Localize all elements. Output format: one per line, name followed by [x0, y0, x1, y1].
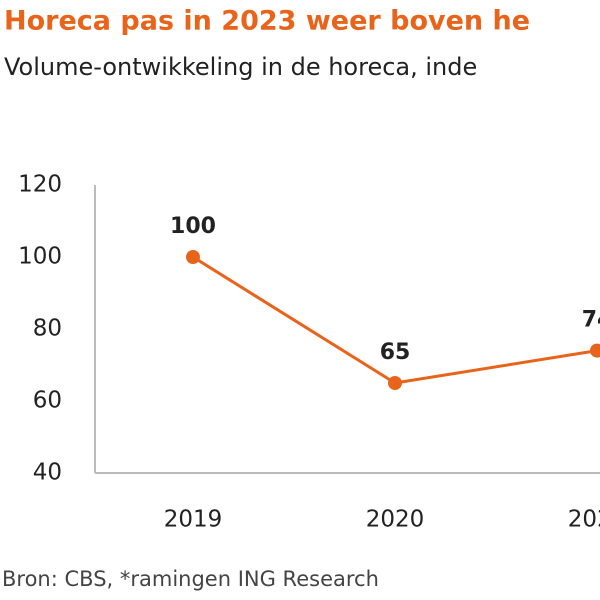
y-tick-label: 80 [33, 316, 62, 342]
y-tick-label: 60 [33, 388, 62, 414]
y-tick-label: 100 [18, 244, 62, 270]
data-point [590, 343, 600, 358]
chart-subtitle: Volume-ontwikkeling in de horeca, inde [4, 53, 477, 81]
data-point [388, 376, 402, 390]
x-tick-label: 2021 [568, 507, 600, 533]
source-note: Bron: CBS, *ramingen ING Research [2, 567, 379, 591]
data-label: 74 [582, 308, 600, 333]
chart-title: Horeca pas in 2023 weer boven he [4, 6, 530, 37]
y-tick-label: 40 [33, 460, 62, 486]
data-label: 100 [170, 214, 216, 239]
x-tick-label: 2020 [366, 507, 425, 533]
x-tick-label: 2019 [164, 507, 223, 533]
y-tick-label: 120 [18, 172, 62, 198]
data-point [186, 250, 200, 264]
data-label: 65 [380, 340, 411, 365]
